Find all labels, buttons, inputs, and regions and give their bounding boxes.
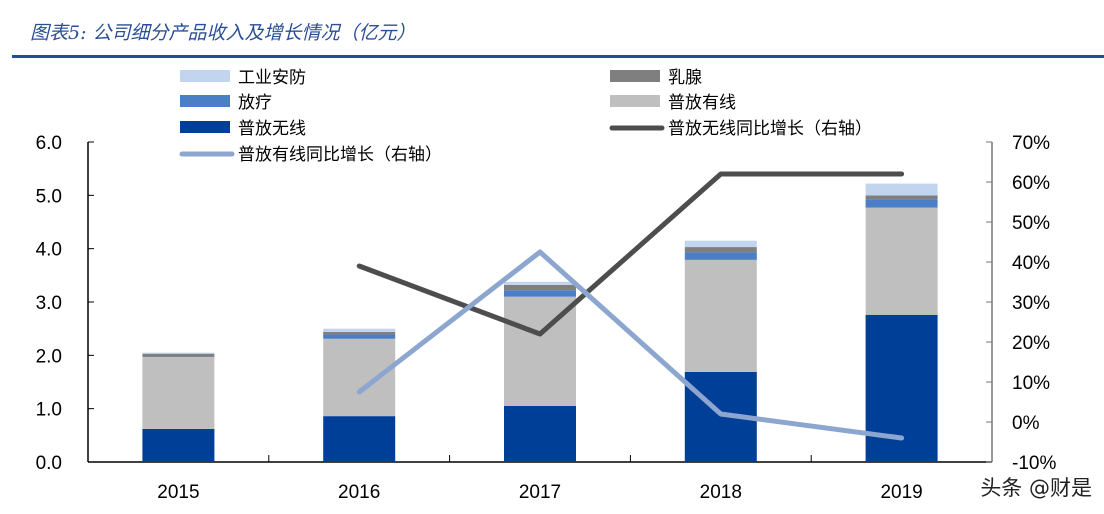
left-tick-label: 4.0 — [36, 240, 62, 261]
bar-普放无线 — [504, 406, 576, 462]
legend-label: 普放无线 — [238, 119, 306, 139]
left-tick-label: 5.0 — [36, 186, 62, 207]
bar-工业安防 — [142, 352, 215, 354]
line-普放有线同比增长（右轴） — [356, 249, 905, 441]
legend-label: 工业安防 — [238, 68, 306, 88]
bar-放疗 — [865, 199, 938, 208]
bar-乳腺 — [504, 284, 576, 291]
legend-label: 普放无线同比增长（右轴） — [668, 119, 872, 139]
legend-swatch — [180, 95, 230, 107]
bar-工业安防 — [865, 183, 938, 196]
bar-乳腺 — [684, 247, 757, 253]
left-tick-label: 6.0 — [36, 133, 62, 154]
left-tick-label: 3.0 — [36, 293, 62, 314]
x-tick-label: 2015 — [157, 482, 199, 503]
x-tick-label: 2019 — [880, 482, 922, 503]
legend-swatch — [180, 70, 230, 82]
right-tick-label: 20% — [1012, 333, 1050, 354]
right-tick-label: -10% — [1012, 453, 1056, 474]
x-tick-label: 2018 — [700, 482, 742, 503]
bar-工业安防 — [684, 240, 757, 248]
bar-普放无线 — [323, 416, 396, 462]
legend-label: 普放有线同比增长（右轴） — [238, 145, 442, 165]
bar-乳腺 — [323, 331, 396, 335]
legend-swatch — [610, 95, 660, 107]
legend-swatch — [180, 121, 230, 133]
chart-title: 图表5: 公司细分产品收入及增长情况（亿元） — [30, 22, 416, 44]
bar-工业安防 — [504, 281, 576, 285]
legend-label: 普放有线 — [668, 93, 736, 113]
bar-普放有线 — [684, 259, 757, 372]
legend-swatch — [610, 70, 660, 82]
left-tick-label: 1.0 — [36, 400, 62, 421]
bar-放疗 — [323, 334, 396, 339]
bar-放疗 — [504, 290, 576, 297]
bar-普放有线 — [323, 338, 396, 417]
legend-label: 放疗 — [238, 93, 272, 113]
x-tick-label: 2017 — [519, 482, 561, 503]
bar-乳腺 — [865, 195, 938, 200]
right-tick-label: 0% — [1012, 413, 1040, 434]
watermark: 头条 @财是 — [980, 476, 1092, 500]
title-divider — [12, 55, 1104, 58]
bar-放疗 — [684, 252, 757, 260]
right-tick-label: 60% — [1012, 173, 1050, 194]
bar-普放有线 — [865, 207, 938, 315]
right-tick-label: 30% — [1012, 293, 1050, 314]
right-tick-label: 50% — [1012, 213, 1050, 234]
bar-普放无线 — [142, 428, 215, 462]
left-tick-label: 0.0 — [36, 453, 62, 474]
x-tick-label: 2016 — [338, 482, 380, 503]
bar-乳腺 — [142, 353, 215, 357]
right-tick-label: 70% — [1012, 133, 1050, 154]
left-tick-label: 2.0 — [36, 346, 62, 367]
bar-普放有线 — [142, 356, 215, 429]
right-tick-label: 10% — [1012, 373, 1050, 394]
line-普放无线同比增长（右轴） — [356, 171, 905, 337]
legend-label: 乳腺 — [668, 68, 702, 88]
right-tick-label: 40% — [1012, 253, 1050, 274]
bar-工业安防 — [323, 328, 396, 332]
